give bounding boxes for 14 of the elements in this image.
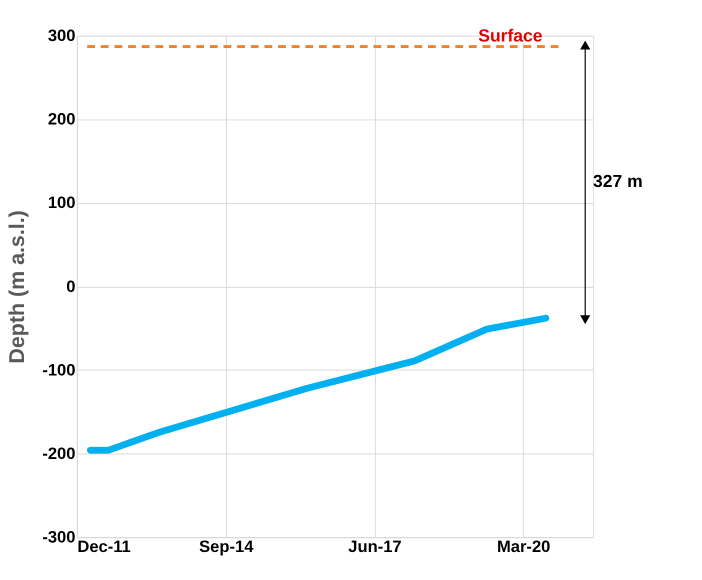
y-axis-title: Depth (m a.s.l.) <box>4 210 29 364</box>
x-tick-label: Jun-17 <box>348 537 402 556</box>
y-tick-label: 0 <box>66 276 76 296</box>
annotation: 327 m <box>593 171 643 192</box>
x-tick-label: Mar-20 <box>497 537 550 556</box>
y-tick-label: 200 <box>48 110 76 129</box>
y-tick-label: -300 <box>42 527 76 546</box>
x-tick-label: Sep-14 <box>199 537 254 556</box>
y-tick-label: 100 <box>48 193 76 212</box>
y-tick-label: 300 <box>48 26 76 46</box>
ref-line-label: Surface <box>478 26 543 46</box>
y-tick-label: -100 <box>42 360 76 380</box>
x-tick-label: Dec-11 <box>77 537 131 556</box>
y-tick-label: -200 <box>42 444 76 463</box>
